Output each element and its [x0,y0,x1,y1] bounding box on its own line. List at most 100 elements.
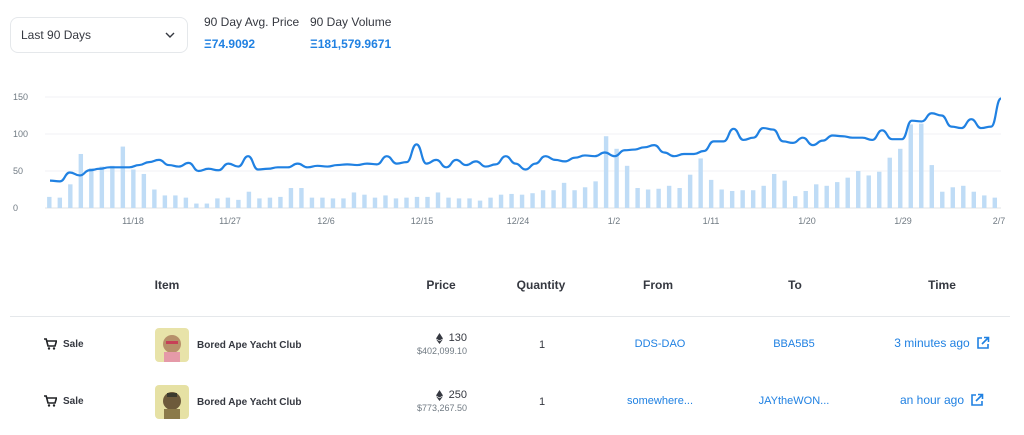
quantity-value: 1 [538,396,546,408]
volume-bar [120,146,126,208]
volume-bar [78,153,84,208]
ape-image-icon [155,385,189,419]
volume-bar [215,198,220,208]
avg-price-value: Ξ74.9092 [204,37,256,51]
volume-bar [835,182,840,208]
volume-bar [110,165,115,208]
volume-bar [635,188,640,208]
item-cell[interactable]: Bored Ape Yacht Club [155,328,301,362]
volume-bar [919,123,924,208]
volume-bar [393,198,399,208]
time-range-select[interactable]: Last 90 Days [10,17,188,53]
volume-bar [582,187,588,208]
avg-price-stat: 90 Day Avg. Price Ξ74.9092 [204,15,299,51]
volume-bar [47,196,52,208]
price-cell: 250 $773,267.50 [417,389,467,413]
volume-bar [257,198,262,208]
volume-bar [761,185,766,208]
volume-stat: 90 Day Volume Ξ181,579.9671 [310,15,391,51]
volume-bar [194,203,199,208]
volume-bar [341,198,346,208]
time-label[interactable]: an hour ago [899,393,965,407]
volume-bar [530,193,535,208]
volume-label: 90 Day Volume [310,15,392,29]
to-link[interactable]: BBA5B5 [773,338,815,350]
x-tick-label: 1/29 [894,216,912,226]
volume-bar [467,198,472,208]
from-link[interactable]: DDS-DAO [634,338,686,350]
time-label[interactable]: 3 minutes ago [894,336,970,350]
volume-bar [309,197,315,208]
volume-value: Ξ181,579.9671 [310,37,392,51]
table-row: Sale Bored Ape Yacht Club 130 $402,099.1… [0,320,1024,370]
volume-bar [225,197,231,208]
volume-bar [89,168,94,208]
eth-icon [435,332,443,344]
volume-bar [488,197,493,208]
y-tick-label: 0 [13,203,18,213]
volume-bar [57,197,63,208]
volume-bar [299,188,304,208]
item-thumbnail[interactable] [155,328,189,362]
cart-icon [44,395,57,407]
price-usd: $773,267.50 [416,403,467,413]
volume-bar [877,171,882,208]
volume-bar [509,193,514,208]
volume-bar [204,203,210,208]
volume-bar [246,191,252,208]
volume-bar [435,192,441,208]
volume-bar [320,197,325,208]
cart-icon [44,338,57,350]
time-link[interactable]: 3 minutes ago [880,336,1004,350]
volume-bar [477,200,483,208]
x-tick-label: 1/11 [703,216,720,226]
to-link[interactable]: JAYtheWON... [758,395,830,407]
volume-bar [99,166,105,208]
volume-bar [383,195,388,208]
event-label: Sale [63,395,84,407]
x-tick-label: 1/2 [608,216,621,226]
volume-bar [750,190,756,208]
price-eth: 130 [448,332,467,344]
header-time: Time [928,278,956,292]
volume-bar [898,148,903,208]
item-cell[interactable]: Bored Ape Yacht Club [155,385,301,419]
volume-bar [278,196,283,208]
volume-bar [330,198,336,208]
volume-bar [236,199,241,208]
volume-bar [992,197,998,208]
item-name[interactable]: Bored Ape Yacht Club [197,339,302,351]
x-tick-label: 1/20 [798,216,816,226]
volume-bar [162,195,168,208]
time-link[interactable]: an hour ago [880,393,1004,407]
volume-bar [572,190,577,208]
event-label: Sale [63,338,84,350]
volume-bar [551,190,556,208]
volume-bar [656,188,661,208]
volume-bar [288,188,294,208]
volume-bar [940,191,945,208]
ape-image-icon [155,328,189,362]
volume-bar [771,173,777,208]
event-type: Sale [44,338,84,350]
external-link-icon[interactable] [970,393,984,407]
x-tick-label: 12/6 [317,216,335,226]
volume-bar [971,191,976,208]
volume-bar [845,177,850,208]
x-tick-label: 12/24 [507,216,530,226]
volume-bar [929,165,934,208]
item-thumbnail[interactable] [155,385,189,419]
volume-bar [404,197,409,208]
volume-bar [519,194,525,208]
from-link[interactable]: somewhere... [626,395,694,407]
volume-bar [414,196,420,208]
avg-price-label: 90 Day Avg. Price [204,15,300,29]
price-usd: $402,099.10 [416,346,467,356]
volume-bar [740,190,745,208]
volume-bar [950,187,955,208]
volume-bar [624,165,630,208]
external-link-icon[interactable] [976,336,990,350]
item-name[interactable]: Bored Ape Yacht Club [197,396,302,408]
volume-bar [719,189,724,208]
volume-bar [645,189,651,208]
